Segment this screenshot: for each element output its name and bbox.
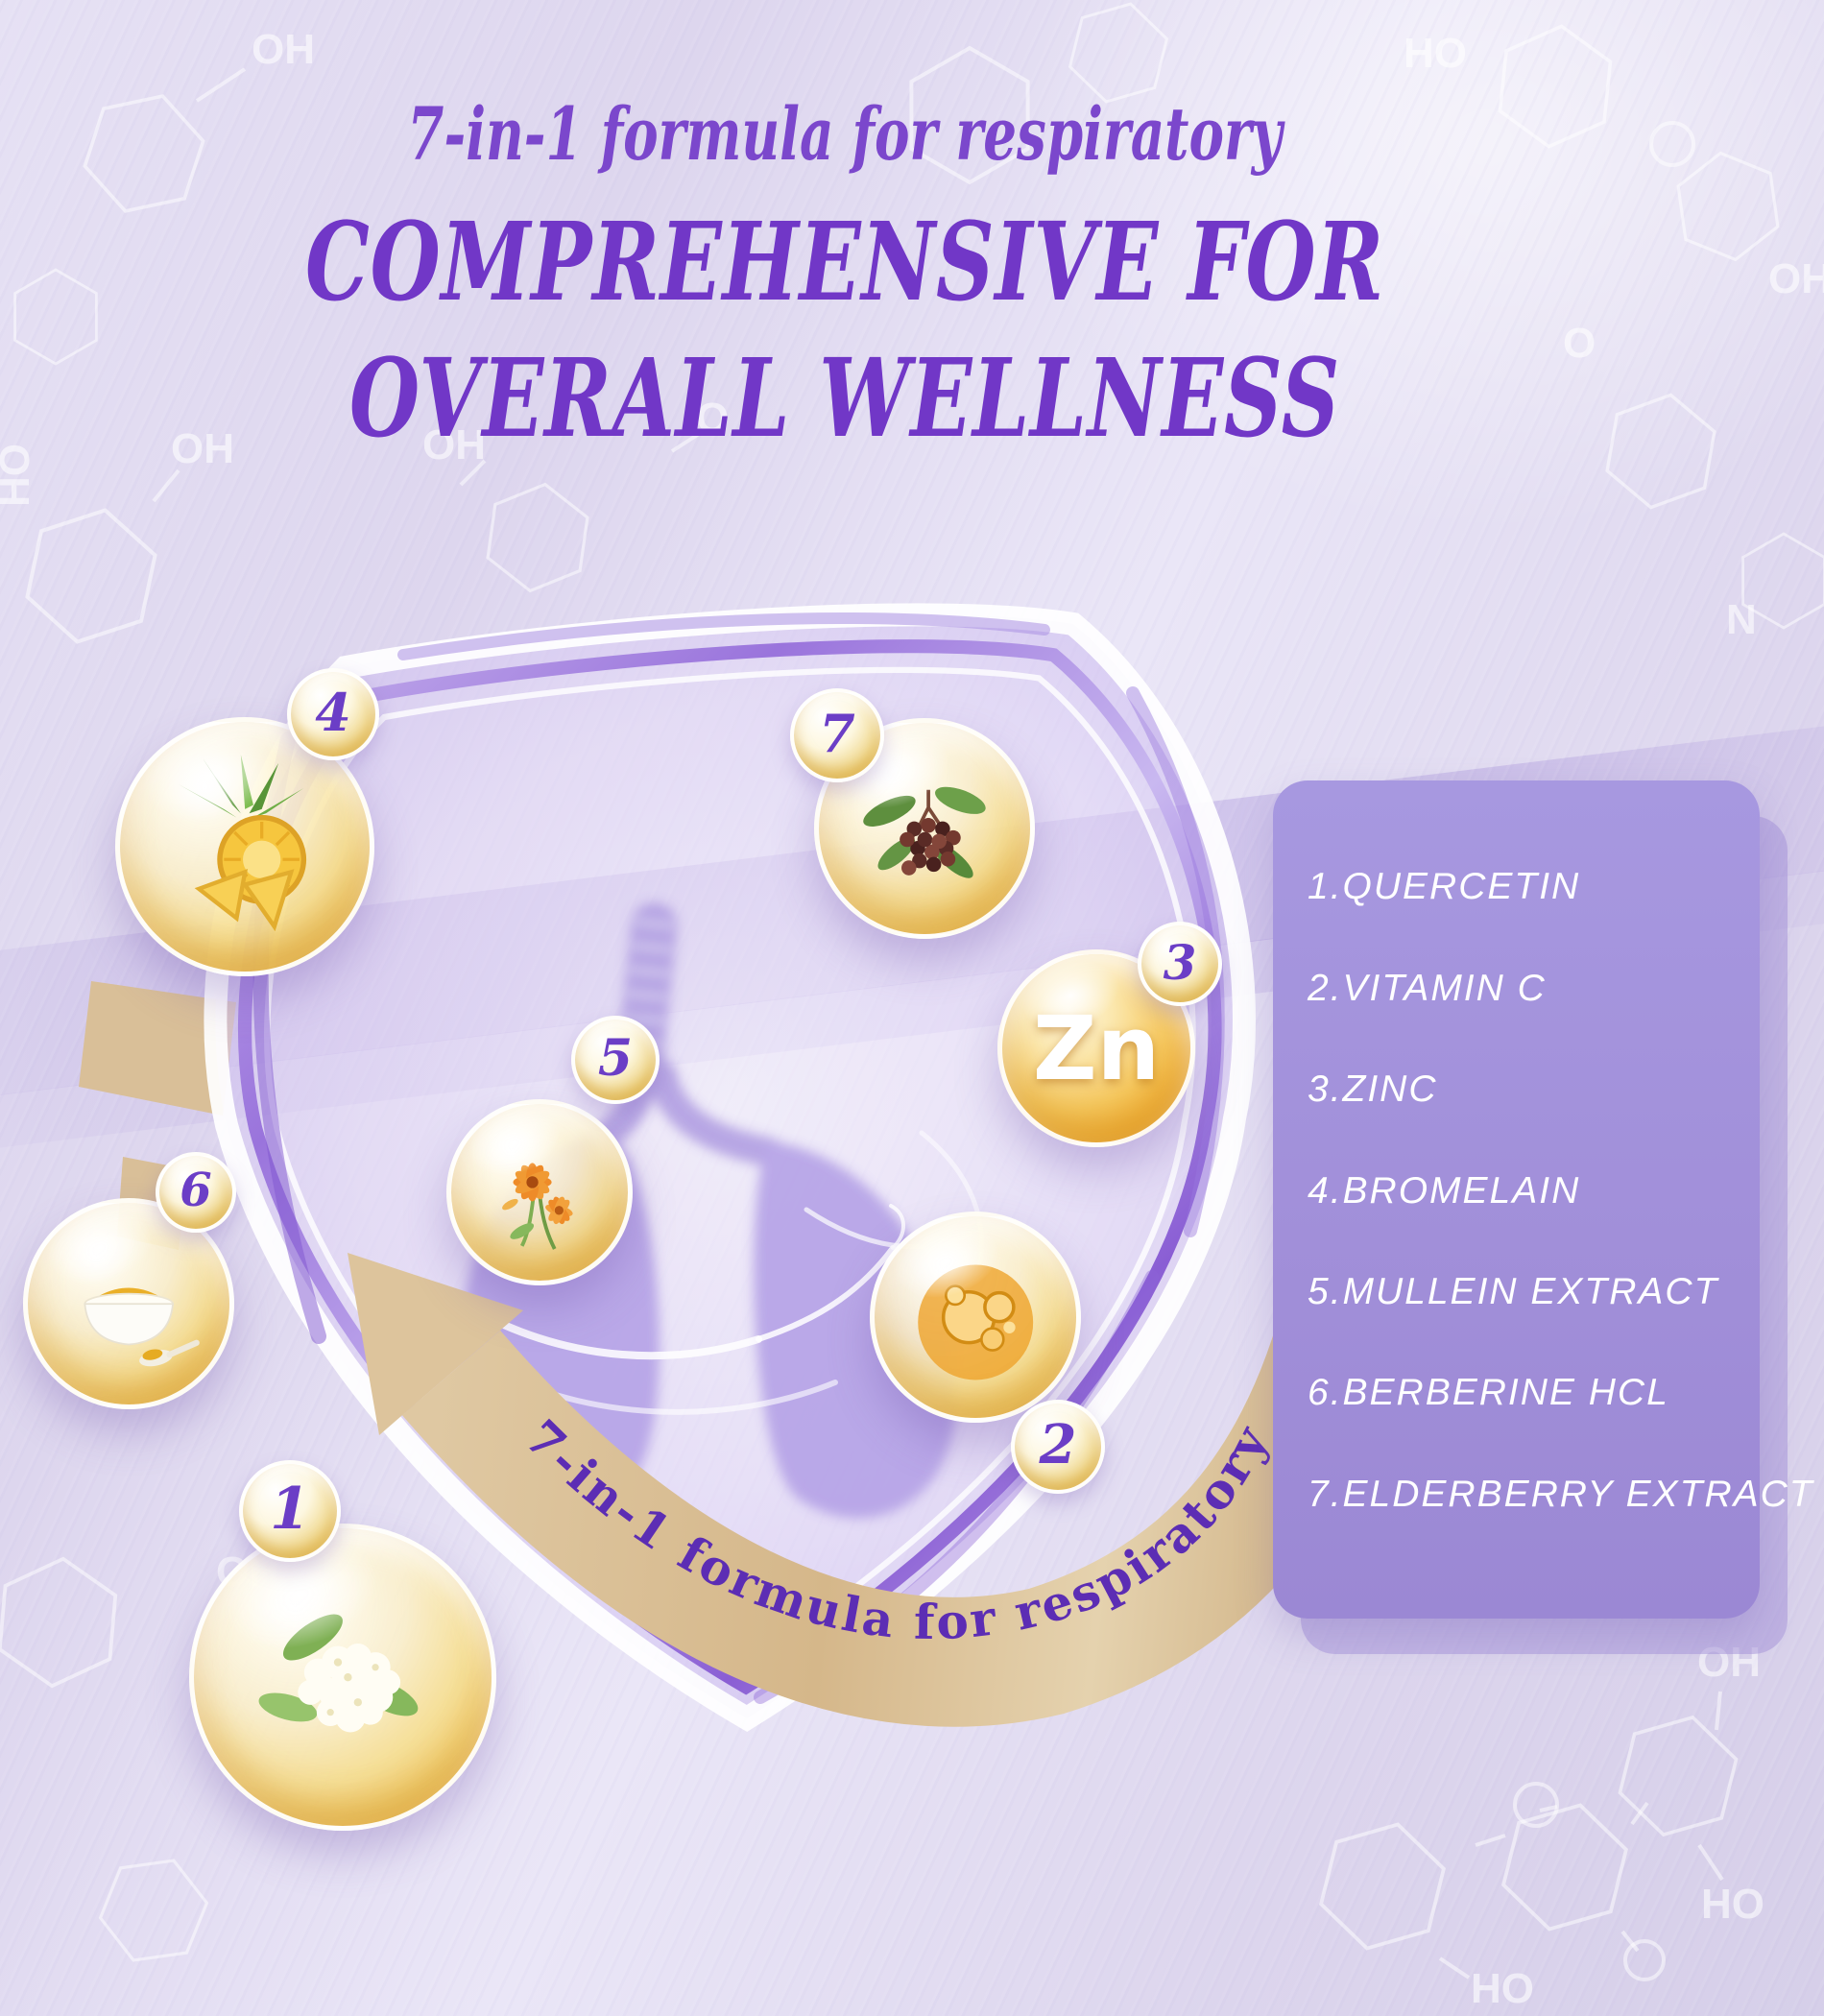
ingredient-bubble-berberine [23, 1198, 234, 1409]
ingredient-bubble-mullein [446, 1099, 633, 1285]
molecule-label: OH [422, 421, 486, 468]
molecule-label: HO [1471, 1965, 1534, 2012]
ingredient-bubble-vitamin-c [870, 1212, 1081, 1423]
molecule-label: HO [1701, 1881, 1764, 1928]
pineapple-icon [178, 754, 306, 931]
molecule-label: OH [171, 425, 234, 472]
legend-item: 7.ELDERBERRY EXTRACT [1308, 1473, 1814, 1515]
legend-item: 4.BROMELAIN [1308, 1169, 1581, 1212]
ingredient-badge-6: 6 [156, 1152, 236, 1233]
ingredient-badge-4: 4 [287, 668, 379, 760]
ingredient-bubble-elderberry [814, 718, 1035, 939]
elderflower-icon [258, 1614, 419, 1733]
elderberry-icon [862, 786, 986, 878]
legend-item: 2.VITAMIN C [1308, 967, 1547, 1009]
molecule-label: O [1563, 320, 1596, 367]
ingredient-badge-1: 1 [239, 1460, 341, 1562]
powder-bowl-icon [84, 1287, 200, 1367]
oil-droplets-icon [918, 1264, 1033, 1380]
legend-item: 3.ZINC [1308, 1068, 1438, 1111]
ribbon-arrowhead [348, 1253, 523, 1435]
molecule-label: HO [1404, 30, 1467, 77]
molecule-label: O [696, 395, 729, 442]
legend-item: 1.QUERCETIN [1308, 866, 1581, 908]
ingredient-bubble-quercetin [189, 1524, 496, 1831]
ingredient-badge-2: 2 [1011, 1400, 1105, 1494]
molecule-label: OH [1768, 255, 1824, 302]
ingredient-bubble-bromelain [115, 717, 374, 976]
ingredient-list-panel: 1.QUERCETIN 2.VITAMIN C 3.ZINC 4.BROMELA… [1273, 780, 1814, 1619]
molecule-label: OH [1697, 1639, 1761, 1686]
molecule-label: N [1726, 596, 1757, 643]
ingredient-badge-5: 5 [571, 1016, 660, 1104]
ingredient-badge-3: 3 [1138, 922, 1222, 1006]
ingredient-legend: 1.QUERCETIN 2.VITAMIN C 3.ZINC 4.BROMELA… [1273, 780, 1814, 1619]
lily-flowers-icon [501, 1163, 573, 1250]
legend-item: 5.MULLEIN EXTRACT [1308, 1270, 1719, 1312]
ingredient-bubble-zinc: Zn [997, 949, 1195, 1147]
molecule-label: HO [0, 444, 38, 507]
molecule-label: OH [252, 26, 315, 73]
legend-item: 6.BERBERINE HCL [1308, 1372, 1669, 1414]
ingredient-badge-7: 7 [790, 688, 884, 782]
